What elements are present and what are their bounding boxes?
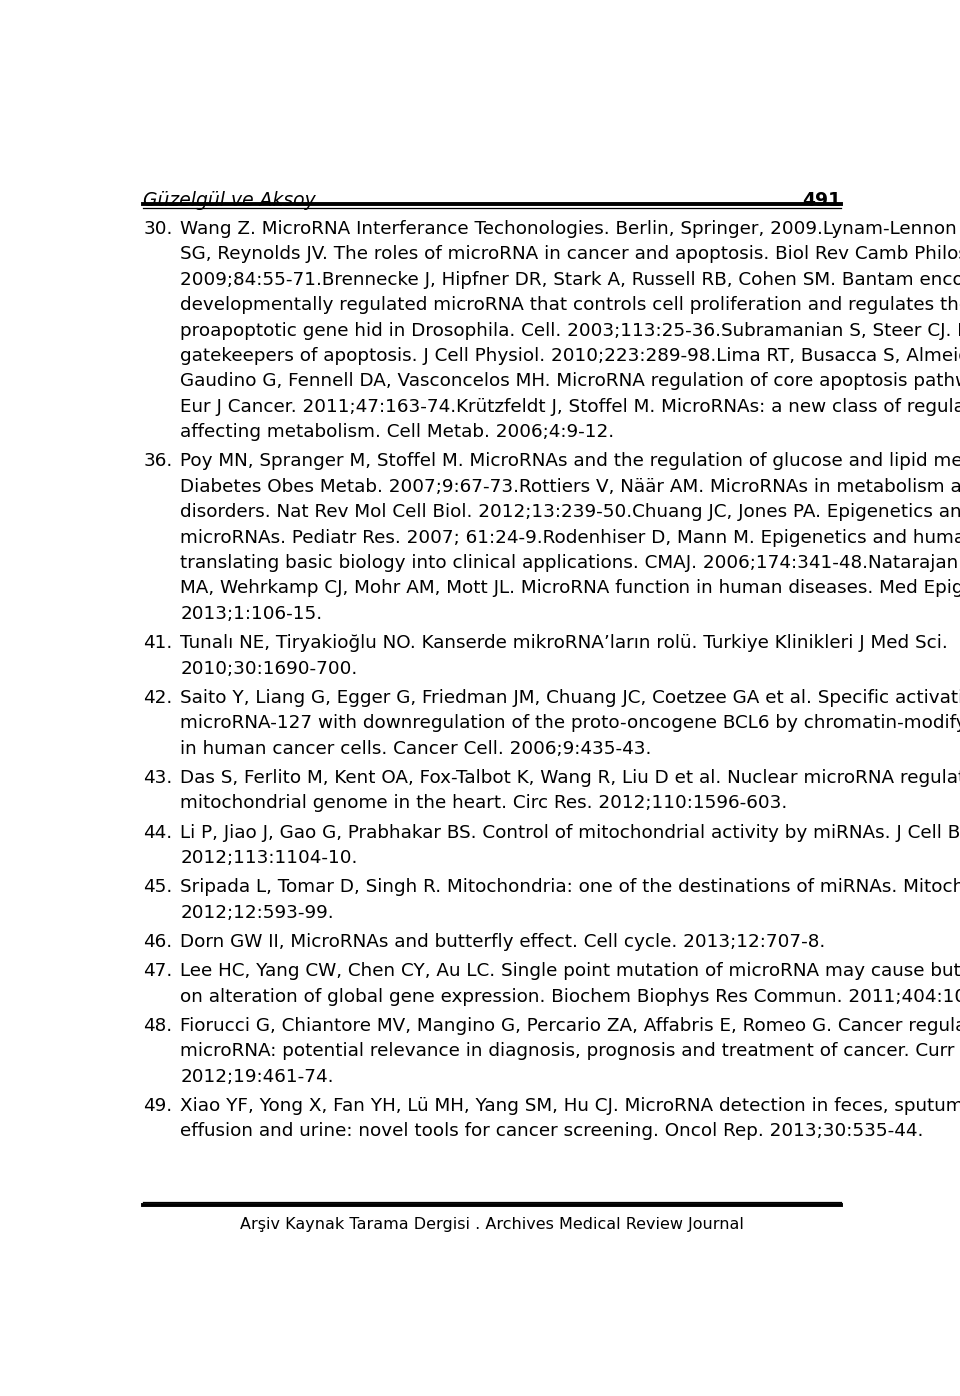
Text: Sripada L, Tomar D, Singh R. Mitochondria: one of the destinations of miRNAs. Mi: Sripada L, Tomar D, Singh R. Mitochondri… (180, 878, 960, 896)
Text: Li P, Jiao J, Gao G, Prabhakar BS. Control of mitochondrial activity by miRNAs. : Li P, Jiao J, Gao G, Prabhakar BS. Contr… (180, 824, 960, 842)
Text: Saito Y, Liang G, Egger G, Friedman JM, Chuang JC, Coetzee GA et al. Specific ac: Saito Y, Liang G, Egger G, Friedman JM, … (180, 688, 960, 706)
Text: MA, Wehrkamp CJ, Mohr AM, Mott JL. MicroRNA function in human diseases. Med Epig: MA, Wehrkamp CJ, Mohr AM, Mott JL. Micro… (180, 579, 960, 597)
Text: effusion and urine: novel tools for cancer screening. Oncol Rep. 2013;30:535-44.: effusion and urine: novel tools for canc… (180, 1122, 924, 1141)
Text: microRNA-127 with downregulation of the proto-oncogene BCL6 by chromatin-modifyi: microRNA-127 with downregulation of the … (180, 715, 960, 733)
Text: 2012;19:461-74.: 2012;19:461-74. (180, 1068, 334, 1086)
Text: 2012;113:1104-10.: 2012;113:1104-10. (180, 849, 358, 867)
Text: 491: 491 (802, 191, 841, 209)
Text: affecting metabolism. Cell Metab. 2006;4:9-12.: affecting metabolism. Cell Metab. 2006;4… (180, 423, 614, 441)
Text: microRNA: potential relevance in diagnosis, prognosis and treatment of cancer. C: microRNA: potential relevance in diagnos… (180, 1043, 960, 1060)
Text: on alteration of global gene expression. Biochem Biophys Res Commun. 2011;404:10: on alteration of global gene expression.… (180, 987, 960, 1005)
Text: Eur J Cancer. 2011;47:163-74.Krützfeldt J, Stoffel M. MicroRNAs: a new class of : Eur J Cancer. 2011;47:163-74.Krützfeldt … (180, 398, 960, 416)
Text: mitochondrial genome in the heart. Circ Res. 2012;110:1596-603.: mitochondrial genome in the heart. Circ … (180, 794, 788, 812)
Text: Güzelgül ve Aksoy: Güzelgül ve Aksoy (143, 191, 316, 209)
Text: 30.: 30. (143, 221, 173, 237)
Text: Diabetes Obes Metab. 2007;9:67-73.Rottiers V, Näär AM. MicroRNAs in metabolism a: Diabetes Obes Metab. 2007;9:67-73.Rottie… (180, 477, 960, 496)
Text: 48.: 48. (143, 1016, 173, 1034)
Text: gatekeepers of apoptosis. J Cell Physiol. 2010;223:289-98.Lima RT, Busacca S, Al: gatekeepers of apoptosis. J Cell Physiol… (180, 348, 960, 364)
Text: in human cancer cells. Cancer Cell. 2006;9:435-43.: in human cancer cells. Cancer Cell. 2006… (180, 740, 652, 758)
Text: 42.: 42. (143, 688, 173, 706)
Text: 46.: 46. (143, 933, 173, 951)
Text: Poy MN, Spranger M, Stoffel M. MicroRNAs and the regulation of glucose and lipid: Poy MN, Spranger M, Stoffel M. MicroRNAs… (180, 452, 960, 470)
Text: Gaudino G, Fennell DA, Vasconcelos MH. MicroRNA regulation of core apoptosis pat: Gaudino G, Fennell DA, Vasconcelos MH. M… (180, 373, 960, 391)
Text: Wang Z. MicroRNA Interferance Techonologies. Berlin, Springer, 2009.Lynam-Lennon: Wang Z. MicroRNA Interferance Techonolog… (180, 221, 960, 237)
Text: 2009;84:55-71.Brennecke J, Hipfner DR, Stark A, Russell RB, Cohen SM. Bantam enc: 2009;84:55-71.Brennecke J, Hipfner DR, S… (180, 271, 960, 289)
Text: 43.: 43. (143, 769, 173, 787)
Text: 2013;1:106-15.: 2013;1:106-15. (180, 604, 323, 623)
Text: 2010;30:1690-700.: 2010;30:1690-700. (180, 659, 358, 677)
Text: disorders. Nat Rev Mol Cell Biol. 2012;13:239-50.Chuang JC, Jones PA. Epigenetic: disorders. Nat Rev Mol Cell Biol. 2012;1… (180, 503, 960, 521)
Text: 44.: 44. (143, 824, 173, 842)
Text: 45.: 45. (143, 878, 173, 896)
Text: 47.: 47. (143, 962, 173, 980)
Text: 36.: 36. (143, 452, 173, 470)
Text: 2012;12:593-99.: 2012;12:593-99. (180, 903, 334, 921)
Text: 49.: 49. (143, 1097, 173, 1115)
Text: Xiao YF, Yong X, Fan YH, Lü MH, Yang SM, Hu CJ. MicroRNA detection in feces, spu: Xiao YF, Yong X, Fan YH, Lü MH, Yang SM,… (180, 1097, 960, 1115)
Text: Lee HC, Yang CW, Chen CY, Au LC. Single point mutation of microRNA may cause but: Lee HC, Yang CW, Chen CY, Au LC. Single … (180, 962, 960, 980)
Text: Arşiv Kaynak Tarama Dergisi . Archives Medical Review Journal: Arşiv Kaynak Tarama Dergisi . Archives M… (240, 1217, 744, 1233)
Text: Dorn GW II, MicroRNAs and butterfly effect. Cell cycle. 2013;12:707-8.: Dorn GW II, MicroRNAs and butterfly effe… (180, 933, 826, 951)
Text: proapoptotic gene hid in Drosophila. Cell. 2003;113:25-36.Subramanian S, Steer C: proapoptotic gene hid in Drosophila. Cel… (180, 321, 960, 339)
Text: 41.: 41. (143, 634, 173, 652)
Text: Fiorucci G, Chiantore MV, Mangino G, Percario ZA, Affabris E, Romeo G. Cancer re: Fiorucci G, Chiantore MV, Mangino G, Per… (180, 1016, 960, 1034)
Text: SG, Reynolds JV. The roles of microRNA in cancer and apoptosis. Biol Rev Camb Ph: SG, Reynolds JV. The roles of microRNA i… (180, 246, 960, 264)
Text: developmentally regulated microRNA that controls cell proliferation and regulate: developmentally regulated microRNA that … (180, 296, 960, 314)
Text: Tunalı NE, Tiryakioğlu NO. Kanserde mikroRNA’ların rolü. Turkiye Klinikleri J Me: Tunalı NE, Tiryakioğlu NO. Kanserde mikr… (180, 634, 948, 652)
Text: Das S, Ferlito M, Kent OA, Fox-Talbot K, Wang R, Liu D et al. Nuclear microRNA r: Das S, Ferlito M, Kent OA, Fox-Talbot K,… (180, 769, 960, 787)
Text: microRNAs. Pediatr Res. 2007; 61:24-9.Rodenhiser D, Mann M. Epigenetics and huma: microRNAs. Pediatr Res. 2007; 61:24-9.Ro… (180, 529, 960, 547)
Text: translating basic biology into clinical applications. CMAJ. 2006;174:341-48.Nata: translating basic biology into clinical … (180, 554, 960, 572)
